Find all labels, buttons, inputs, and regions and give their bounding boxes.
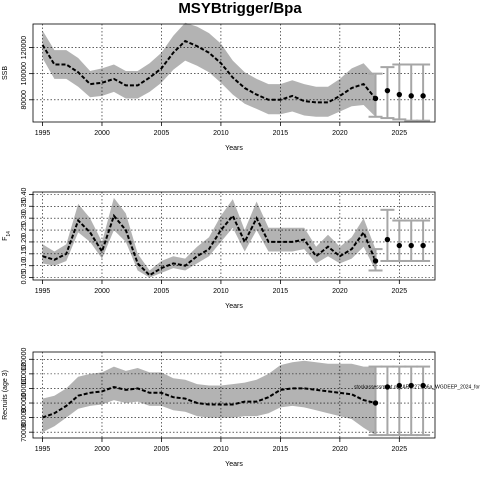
y-tick-label: 90000 <box>21 393 28 413</box>
estimate-line <box>42 385 376 419</box>
estimate-line <box>41 39 377 104</box>
y-tick-label: 0.25 <box>21 223 28 237</box>
plot-frame <box>32 351 436 439</box>
confidence-band <box>42 197 376 278</box>
forecast-point <box>372 400 379 406</box>
y-tick-label: 0.05 <box>21 271 28 285</box>
y-tick-label: 120000 <box>21 36 28 59</box>
x-tick-label: 2020 <box>332 446 348 453</box>
x-tick-label: 2010 <box>213 288 229 295</box>
y-tick-label: 0.30 <box>21 211 28 225</box>
x-axis-label: Years <box>225 461 243 468</box>
y-tick-label: 70000 <box>21 422 28 442</box>
forecast-point <box>420 382 426 389</box>
x-tick-label: 1995 <box>35 130 51 137</box>
y-tick-label: 120000 <box>21 348 28 371</box>
forecast-point <box>384 236 391 243</box>
x-tick-label: 2025 <box>392 288 408 295</box>
confidence-band <box>42 360 376 436</box>
y-tick-label: 0.20 <box>21 235 28 249</box>
x-tick-label: 1995 <box>35 288 51 295</box>
source-annotation: stockassessment.org,ARU.27.5b6a_WGDEEP_2… <box>354 384 480 390</box>
x-tick-label: 2005 <box>154 130 170 137</box>
panel-3: 1995 2000 2005 2010 2015 2020 2025 700008000090… <box>2 348 480 468</box>
forecast-point <box>372 95 379 102</box>
x-tick-label: 2000 <box>94 130 110 137</box>
x-tick-label: 2005 <box>154 288 170 295</box>
y-tick-label: 0.10 <box>21 259 28 273</box>
y-tick-label: 100000 <box>21 377 28 400</box>
y-axis-label-subscript: 14 <box>6 231 12 237</box>
y-axis-label: Recruits (age 3) <box>2 370 9 420</box>
plot-frame <box>32 23 436 123</box>
forecast-point <box>384 87 391 94</box>
plot-frame <box>32 191 436 281</box>
chart-title: MSYBtrigger/Bpa <box>178 0 302 17</box>
x-axis-label: Years <box>225 145 243 152</box>
y-axis-label: SSB <box>2 66 9 80</box>
x-tick-label: 2020 <box>332 288 348 295</box>
x-tick-label: 1995 <box>35 446 51 453</box>
y-axis-label-main: F <box>2 237 9 241</box>
y-tick-label: 110000 <box>21 362 28 385</box>
x-tick-label: 2005 <box>154 446 170 453</box>
forecast-point <box>396 242 403 249</box>
forecast-point <box>420 242 426 249</box>
forecast-point <box>372 258 379 264</box>
forecast-point <box>396 91 403 98</box>
y-tick-label: 0.15 <box>21 247 28 261</box>
forecast-point <box>396 382 403 389</box>
y-tick-label: 0.40 <box>21 187 28 201</box>
estimate-line <box>42 213 377 277</box>
x-tick-label: 2025 <box>392 446 408 453</box>
panel-1: 1995 2000 2005 2010 2015 2020 2025 80000 100000 1… <box>2 22 436 152</box>
x-tick-label: 2000 <box>94 288 110 295</box>
forecast-point <box>384 384 391 390</box>
x-tick-label: 2010 <box>213 446 229 453</box>
x-tick-label: 2015 <box>273 446 289 453</box>
x-tick-label: 2020 <box>332 130 348 137</box>
forecast-point <box>408 93 414 99</box>
x-axis-label: Years <box>225 303 243 310</box>
x-tick-label: 2025 <box>392 130 408 137</box>
x-tick-label: 2000 <box>94 446 110 453</box>
y-tick-label: 80000 <box>21 408 28 428</box>
forecast-point <box>408 242 414 249</box>
x-tick-label: 2010 <box>213 130 229 137</box>
y-tick-label: 0.35 <box>21 199 28 213</box>
forecast-point <box>420 93 426 99</box>
forecast-point <box>408 382 414 389</box>
panel-2: 1995 2000 2005 2010 2015 2020 2025 0.050.100.15… <box>2 187 436 310</box>
y-axis-label: F14 <box>2 231 12 241</box>
confidence-band <box>42 22 376 117</box>
y-tick-label: 100000 <box>21 62 28 85</box>
y-tick-label: 80000 <box>21 90 28 110</box>
x-tick-label: 2015 <box>273 288 289 295</box>
x-tick-label: 2015 <box>273 130 289 137</box>
